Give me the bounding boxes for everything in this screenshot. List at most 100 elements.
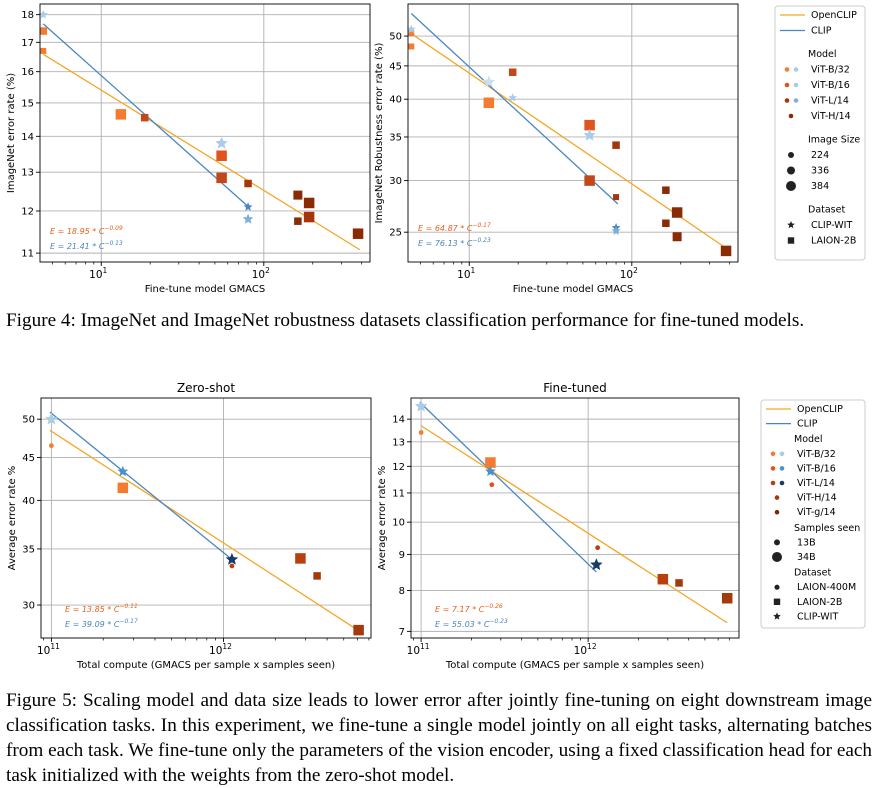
legend-label: 34B: [797, 552, 816, 563]
fit-equation-exponent: −0.26: [484, 603, 503, 610]
x-tick-exponent: 11: [50, 642, 60, 651]
data-point: [303, 211, 315, 223]
x-tick-label: 1012: [209, 642, 232, 657]
data-point: [117, 482, 129, 494]
x-tick-exponent: 12: [587, 642, 597, 651]
data-point: [584, 119, 595, 131]
legend-heading: Model: [808, 49, 837, 60]
fig5-left-chart: 1011 1012 30 35 40 45 50 Total compute (GMACS p…: [7, 381, 372, 671]
data-point: [483, 97, 495, 109]
data-point: [508, 68, 517, 76]
x-tick-exponent: 1: [103, 266, 108, 275]
x-tick-label: 101: [89, 266, 107, 281]
data-point: [115, 109, 127, 120]
legend-dot: [788, 113, 794, 119]
legend-label: ViT-B/16: [811, 80, 850, 91]
y-tick-label: 8: [399, 586, 405, 597]
legend-dot: [770, 480, 776, 486]
legend-label: LAION-400M: [797, 582, 856, 593]
data-point: [39, 27, 48, 35]
data-point: [590, 558, 603, 571]
legend-label: ViT-B/16: [797, 463, 836, 474]
legend-label: ViT-L/14: [797, 478, 835, 489]
legend-dot: [793, 98, 799, 103]
data-point: [295, 553, 306, 564]
chart-title: Fine-tuned: [543, 381, 607, 395]
data-point: [671, 207, 683, 218]
data-point: [313, 572, 321, 580]
x-tick-exponent: 1: [471, 266, 476, 275]
legend-dot: [784, 67, 790, 72]
legend-label: ViT-B/32: [797, 449, 836, 460]
y-tick-label: 50: [389, 32, 402, 43]
legend-label: CLIP-WIT: [811, 220, 852, 231]
data-point: [675, 579, 683, 587]
legend-label: CLIP: [797, 419, 818, 430]
y-tick-label: 25: [389, 228, 402, 239]
y-tick-label: 30: [389, 176, 402, 187]
fit-equation: E = 64.87 * C−0.17: [418, 222, 491, 233]
data-point: [216, 150, 227, 161]
y-tick-label: 14: [392, 415, 405, 426]
legend-size-marker: [772, 552, 782, 562]
plot-frame: [39, 3, 371, 263]
y-tick-label: 13: [392, 437, 405, 448]
legend-marker: [787, 237, 795, 244]
data-point: [482, 75, 496, 88]
y-tick-label: 12: [21, 206, 34, 217]
x-tick-label: 102: [620, 266, 638, 281]
data-point: [611, 226, 621, 235]
legend-heading: Dataset: [794, 568, 831, 579]
fit-equation-exponent: −0.09: [104, 225, 123, 232]
data-point: [485, 457, 496, 468]
data-point: [225, 552, 239, 565]
data-point: [353, 624, 364, 636]
fit-equation: E = 7.17 * C−0.26: [435, 603, 503, 614]
data-point: [242, 213, 254, 224]
fit-equation-exponent: −0.13: [104, 240, 123, 247]
x-tick-exponent: 2: [265, 266, 270, 275]
x-axis-label: Total compute (GMACS per sample x sample…: [445, 660, 704, 671]
data-point: [45, 412, 58, 425]
plot-frame: [407, 3, 739, 263]
data-point: [117, 465, 129, 477]
data-point: [672, 232, 682, 242]
data-point: [720, 245, 732, 257]
y-tick-label: 15: [21, 98, 34, 109]
y-tick-label: 16: [21, 67, 34, 78]
data-point: [418, 430, 424, 435]
y-tick-label: 17: [21, 38, 34, 49]
legend-marker: [773, 598, 781, 605]
x-tick-label: 1011: [37, 642, 60, 657]
figure5-caption: Figure 5: Scaling model and data size le…: [6, 690, 872, 786]
data-point: [140, 113, 149, 122]
y-tick-label: 11: [392, 488, 405, 499]
y-tick-label: 35: [389, 132, 402, 143]
y-tick-label: 10: [392, 518, 405, 529]
fit-equation-exponent: −0.23: [489, 618, 508, 625]
legend-label: OpenCLIP: [797, 404, 843, 415]
data-point: [40, 47, 47, 54]
y-axis-label: Average error rate %: [7, 466, 18, 571]
legend-marker: [787, 221, 795, 229]
data-point: [406, 24, 416, 34]
x-axis-label: Fine-tune model GMACS: [145, 284, 266, 295]
legend-dot: [774, 509, 780, 515]
legend-label: ViT-L/14: [811, 96, 849, 107]
x-tick-label: 1011: [407, 642, 430, 657]
data-point: [613, 194, 620, 201]
fit-equation: E = 39.09 * C−0.17: [65, 618, 138, 629]
fit-equation: E = 18.95 * C−0.09: [50, 225, 123, 236]
data-point: [293, 190, 303, 200]
fig5-legend: OpenCLIP CLIP Model ViT-B/32 ViT-B/16 ViT-L/1…: [760, 399, 866, 629]
data-point: [216, 172, 227, 184]
y-axis-label: ImageNet error rate (%): [6, 73, 17, 193]
fit-equation-exponent: −0.17: [119, 618, 138, 625]
legend-dot: [779, 451, 785, 457]
legend-heading: Model: [794, 434, 823, 445]
fig4-legend: OpenCLIP CLIP Model ViT-B/32 ViT-B/16 ViT-L/1…: [774, 5, 866, 261]
legend-label: 13B: [797, 537, 816, 548]
legend-size-marker: [787, 166, 795, 175]
legend-box: [760, 399, 866, 629]
